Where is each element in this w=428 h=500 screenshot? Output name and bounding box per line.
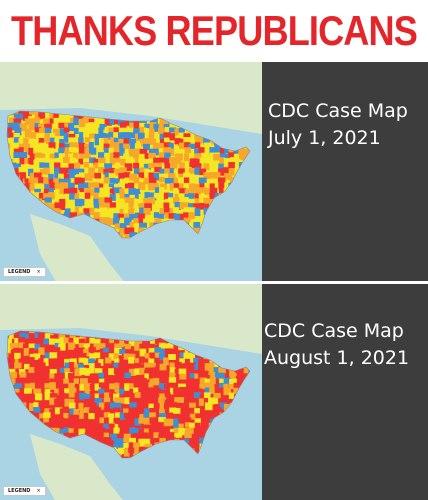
canada-land [0, 62, 262, 134]
headline-text: THANKS REPUBLICANS [11, 7, 418, 54]
headline: THANKS REPUBLICANS [0, 0, 428, 62]
map-caption: CDC Case Map July 1, 2021 [262, 98, 428, 152]
map-panel-august: CDC Case Map August 1, 2021 LEGEND × [0, 284, 428, 500]
map-caption: CDC Case Map August 1, 2021 [262, 318, 428, 372]
county-map-july[interactable] [0, 62, 262, 281]
caption-date: August 1, 2021 [264, 347, 410, 369]
close-icon[interactable]: × [36, 488, 41, 494]
legend-toggle[interactable]: LEGEND × [3, 486, 46, 496]
county-map-august[interactable] [0, 284, 262, 500]
legend-label: LEGEND [8, 488, 31, 494]
county-map-svg[interactable] [0, 62, 262, 281]
us-outline [6, 110, 251, 239]
us-outline [6, 330, 251, 459]
mexico-land [30, 434, 123, 500]
canada-land [0, 284, 262, 354]
legend-label: LEGEND [8, 269, 31, 275]
caption-title: CDC Case Map [264, 320, 404, 342]
close-icon[interactable]: × [36, 269, 41, 275]
mexico-land [30, 214, 124, 281]
legend-toggle[interactable]: LEGEND × [3, 267, 46, 277]
divider [0, 281, 428, 284]
caption-title: CDC Case Map [268, 100, 408, 122]
county-map-svg[interactable] [0, 284, 262, 500]
caption-date: July 1, 2021 [268, 127, 381, 149]
map-panel-july: CDC Case Map July 1, 2021 LEGEND × [0, 62, 428, 281]
